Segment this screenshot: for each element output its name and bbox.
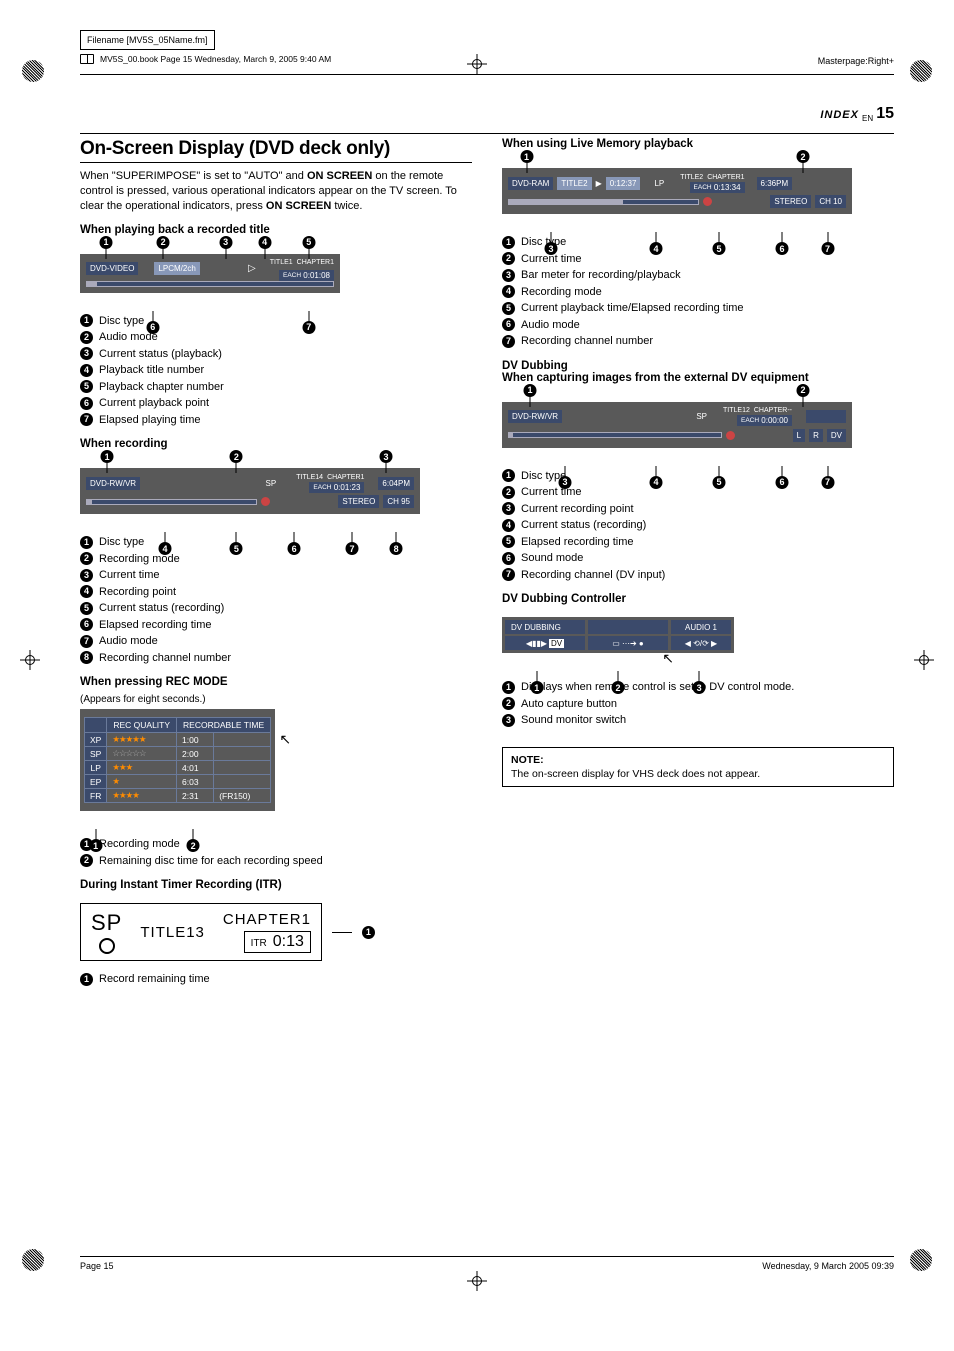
dvctrl-heading: DV Dubbing Controller [502,593,894,605]
dv-heading: DV Dubbing When capturing images from th… [502,360,894,384]
page-number: 15 [876,105,894,122]
osd-audio: LPCM/2ch [154,262,199,275]
book-line: MV5S_00.book Page 15 Wednesday, March 9,… [80,52,818,70]
playback-osd: 1 2 3 4 5 DVD-VIDEO LPCM/2ch ▷ TITLE1 [80,254,340,293]
rec-quality-table: REC QUALITY RECORDABLE TIME XP★★★★★1:00 … [80,709,275,811]
recording-list: 1Disc type 2Recording mode 3Current time… [80,534,472,666]
book-icon [80,54,94,64]
note-box: NOTE: The on-screen display for VHS deck… [502,747,894,787]
note-text: The on-screen display for VHS deck does … [511,768,760,780]
right-column: When using Live Memory playback 1 2 DVD-… [502,138,894,996]
rec-icon [703,197,712,206]
recording-heading: When recording [80,438,472,450]
footer-left: Page 15 [80,1261,114,1271]
note-label: NOTE: [511,754,885,766]
recmode-note: (Appears for eight seconds.) [80,694,472,705]
play-icon: ▶ [596,179,602,188]
filename-box: Filename [MV5S_05Name.fm] [80,30,215,50]
masterpage-label: Masterpage:Right+ [818,56,894,66]
dvctrl-list: 1Displays when remote control is set to … [502,679,894,729]
section-title: On-Screen Display (DVD deck only) [80,138,472,163]
index-row: INDEX EN 15 [80,105,894,123]
itr-list: 1Record remaining time [80,971,472,988]
dv-controller: DV DUBBING AUDIO 1 ◀▮▮▶ DV ▭ ⋯➔ ● ◀ ⟲/⟳ … [502,617,734,653]
recmode-heading: When pressing REC MODE [80,676,472,688]
live-heading: When using Live Memory playback [502,138,894,150]
live-list: 1Disc type 2Current time 3Bar meter for … [502,234,894,350]
itr-box: SP TITLE13 CHAPTER1 ITR0:13 [80,903,322,961]
play-icon: ▷ [248,263,256,274]
itr-heading: During Instant Timer Recording (ITR) [80,879,472,891]
recmode-list: 1Recording mode 2Remaining disc time for… [80,836,472,869]
filename-text: Filename [MV5S_05Name.fm] [87,35,208,45]
cursor-icon: ↖ [662,650,674,667]
reg-mark-mid-bot [467,1271,487,1291]
playback-list: 1Disc type 2Audio mode 3Current status (… [80,313,472,429]
book-text: MV5S_00.book Page 15 Wednesday, March 9,… [100,54,331,64]
rec-circle-icon [99,938,115,954]
osd-disc: DVD-VIDEO [86,262,138,275]
index-word: INDEX [820,109,859,121]
cursor-icon: ↖ [279,731,291,748]
playback-heading: When playing back a recorded title [80,224,472,236]
intro-paragraph: When "SUPERIMPOSE" is set to "AUTO" and … [80,169,472,214]
live-osd: 1 2 DVD-RAM TITLE2 ▶ 0:12:37 LP TITLE2 C… [502,168,852,214]
itr-callout-1: 1 [362,926,375,939]
dv-osd: 1 2 DVD-RW/VR SP TITLE12 CHAPTER-- EAC [502,402,852,448]
recording-osd: 1 2 3 DVD-RW/VR SP TITLE14 CHAPTER1 [80,468,420,514]
footer-right: Wednesday, 9 March 2005 09:39 [762,1261,894,1271]
left-column: On-Screen Display (DVD deck only) When "… [80,138,472,996]
rec-icon [261,497,270,506]
dv-list: 1Disc type 2Current time 3Current record… [502,468,894,584]
rec-dot-icon [726,431,735,440]
footer: Page 15 Wednesday, 9 March 2005 09:39 [80,1256,894,1271]
index-lang: EN [862,114,873,123]
